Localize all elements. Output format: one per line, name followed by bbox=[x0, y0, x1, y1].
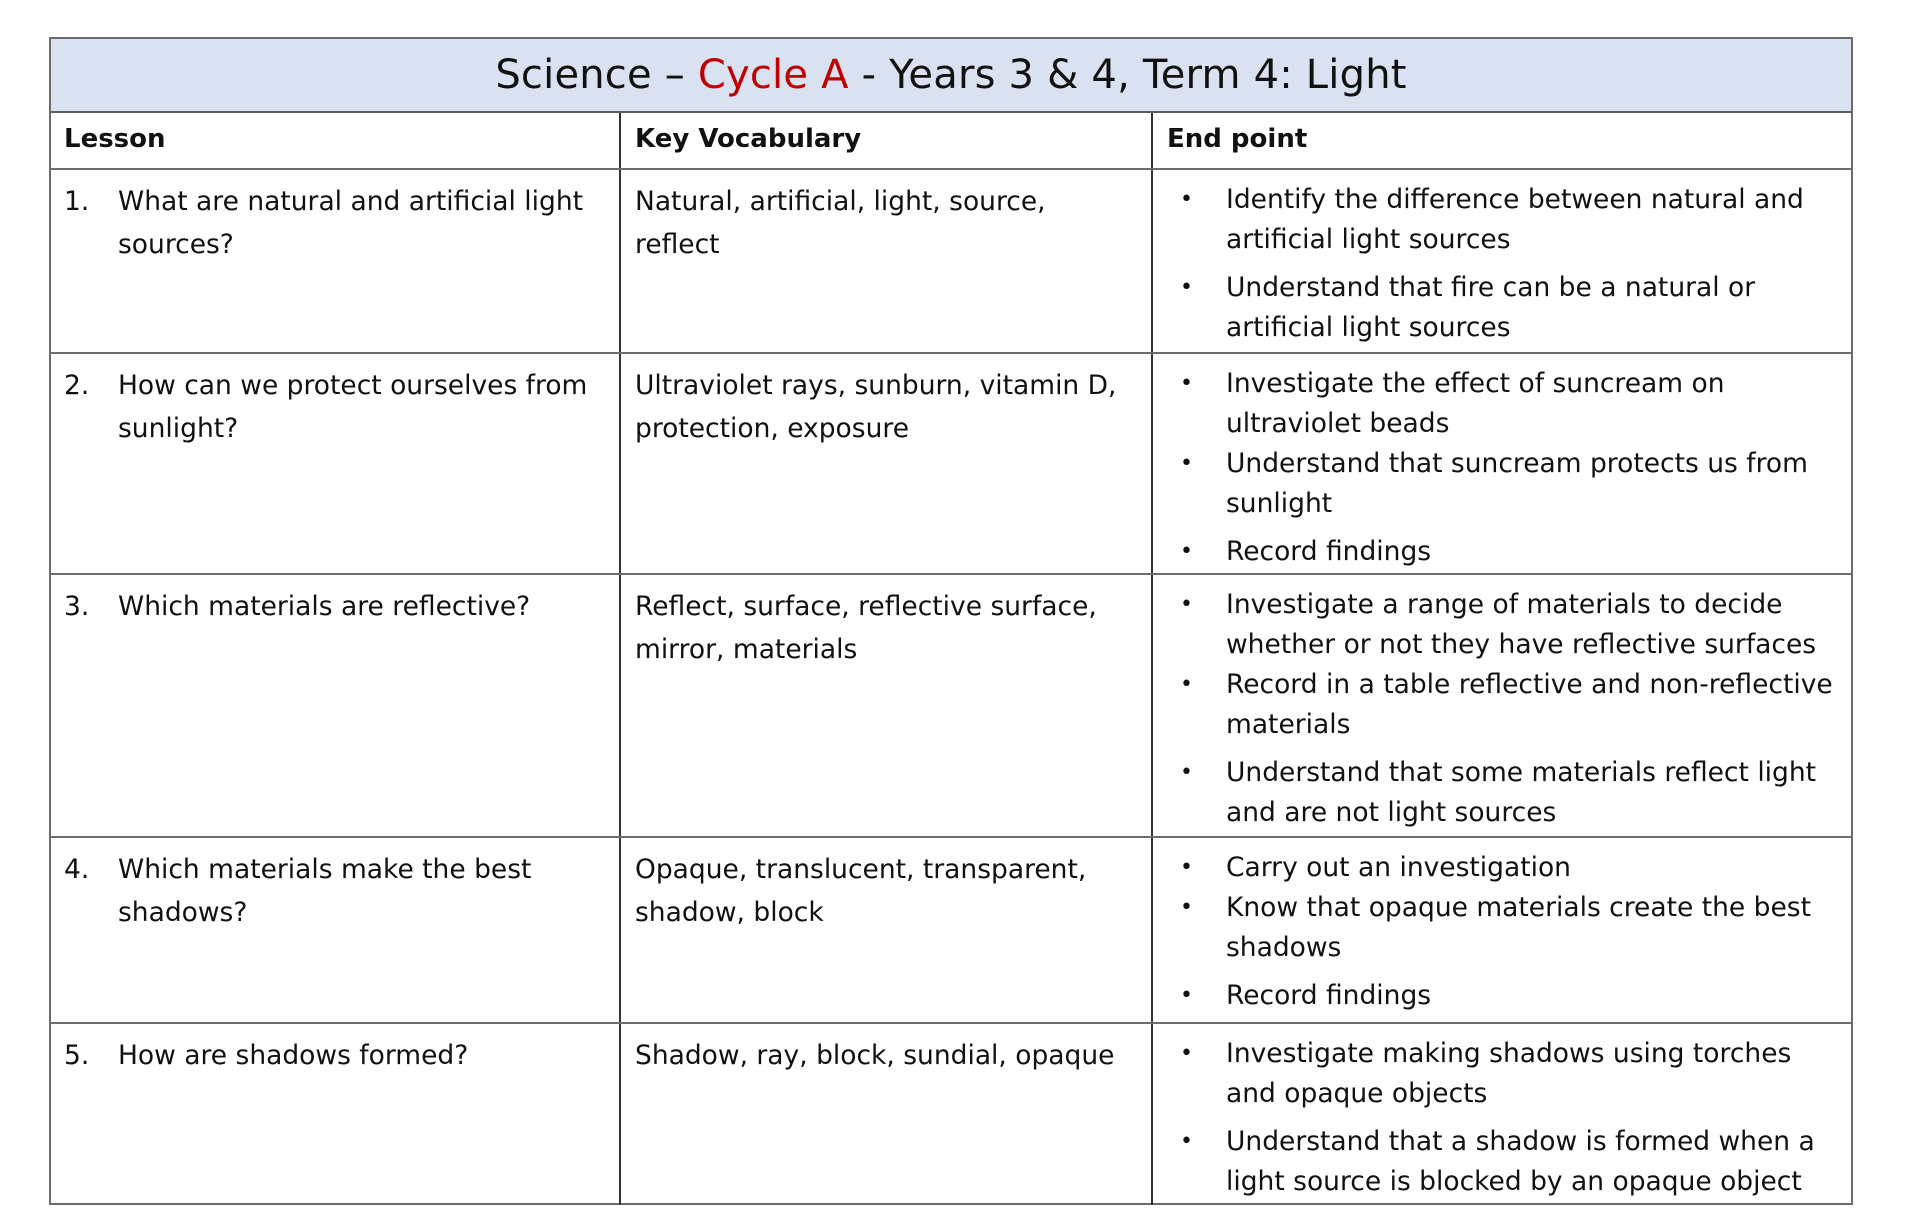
bullet-icon: • bbox=[1180, 187, 1193, 212]
curriculum-table: Science – Cycle A - Years 3 & 4, Term 4:… bbox=[49, 37, 1853, 1205]
endpoint-cell: • Identify the difference between natural… bbox=[1151, 170, 1853, 352]
endpoint-item: • Understand that suncream protects us fr… bbox=[1153, 444, 1843, 524]
bullet-icon: • bbox=[1180, 371, 1193, 396]
endpoint-list: • Identify the difference between natural… bbox=[1153, 170, 1853, 348]
endpoint-item: • Identify the difference between natural… bbox=[1153, 180, 1843, 260]
header-end-point: End point bbox=[1151, 113, 1853, 168]
lesson-number: 3. bbox=[64, 591, 90, 622]
endpoint-item: • Investigate the effect of suncream on u… bbox=[1153, 364, 1843, 444]
bullet-icon: • bbox=[1180, 592, 1193, 617]
endpoint-item: • Record findings bbox=[1153, 976, 1843, 1016]
bullet-icon: • bbox=[1180, 1041, 1193, 1066]
lesson-cell: 5. How are shadows formed? bbox=[51, 1024, 619, 1205]
bullet-icon: • bbox=[1180, 983, 1193, 1008]
table-row: 2. How can we protect ourselves from sun… bbox=[51, 354, 1851, 575]
endpoint-list: • Carry out an investigation • Know that o… bbox=[1153, 838, 1853, 1016]
vocabulary-cell: Shadow, ray, block, sundial, opaque bbox=[619, 1024, 1151, 1205]
endpoint-cell: • Carry out an investigation • Know that o… bbox=[1151, 838, 1853, 1022]
vocabulary-cell: Reflect, surface, reflective surface, mi… bbox=[619, 575, 1151, 836]
endpoint-cell: • Investigate making shadows using torche… bbox=[1151, 1024, 1853, 1205]
lesson-question: Which materials make the best shadows? bbox=[118, 854, 532, 928]
endpoint-list: • Investigate making shadows using torche… bbox=[1153, 1024, 1853, 1202]
bullet-icon: • bbox=[1180, 672, 1193, 697]
endpoint-item: • Know that opaque materials create the b… bbox=[1153, 888, 1843, 968]
lesson-number: 5. bbox=[64, 1040, 90, 1071]
table-row: 1. What are natural and artificial light… bbox=[51, 170, 1851, 354]
endpoint-item: • Carry out an investigation bbox=[1153, 848, 1843, 888]
vocabulary-cell: Opaque, translucent, transparent, shadow… bbox=[619, 838, 1151, 1022]
endpoint-item: • Understand that fire can be a natural o… bbox=[1153, 268, 1843, 348]
bullet-icon: • bbox=[1180, 855, 1193, 880]
endpoint-item: • Understand that a shadow is formed when… bbox=[1153, 1122, 1843, 1202]
bullet-icon: • bbox=[1180, 451, 1193, 476]
lesson-number: 4. bbox=[64, 854, 90, 885]
lesson-cell: 3. Which materials are reflective? bbox=[51, 575, 619, 836]
bullet-icon: • bbox=[1180, 539, 1193, 564]
endpoint-cell: • Investigate a range of materials to dec… bbox=[1151, 575, 1853, 836]
title-cycle-highlight: Cycle A bbox=[697, 52, 849, 98]
endpoint-item: • Record findings bbox=[1153, 532, 1843, 572]
lesson-cell: 4. Which materials make the best shadows… bbox=[51, 838, 619, 1022]
lesson-question: How can we protect ourselves from sunlig… bbox=[118, 370, 588, 444]
endpoint-item: • Investigate a range of materials to dec… bbox=[1153, 585, 1843, 665]
vocabulary-cell: Natural, artificial, light, source, refl… bbox=[619, 170, 1151, 352]
bullet-icon: • bbox=[1180, 275, 1193, 300]
lesson-number: 2. bbox=[64, 370, 90, 401]
bullet-icon: • bbox=[1180, 1129, 1193, 1154]
title-suffix: - Years 3 & 4, Term 4: Light bbox=[861, 52, 1407, 98]
title-prefix: Science – bbox=[495, 52, 685, 98]
lesson-number: 1. bbox=[64, 186, 90, 217]
endpoint-item: • Record in a table reflective and non-re… bbox=[1153, 665, 1843, 745]
table-row: 3. Which materials are reflective? Refle… bbox=[51, 575, 1851, 838]
table-row: 5. How are shadows formed? Shadow, ray, … bbox=[51, 1024, 1851, 1205]
header-key-vocabulary: Key Vocabulary bbox=[619, 113, 1151, 168]
header-lesson: Lesson bbox=[64, 124, 166, 154]
lesson-question: How are shadows formed? bbox=[118, 1040, 469, 1071]
vocabulary-cell: Ultraviolet rays, sunburn, vitamin D, pr… bbox=[619, 354, 1151, 573]
endpoint-item: • Understand that some materials reflect … bbox=[1153, 753, 1843, 833]
endpoint-list: • Investigate a range of materials to dec… bbox=[1153, 575, 1853, 833]
table-title: Science – Cycle A - Years 3 & 4, Term 4:… bbox=[51, 39, 1851, 113]
lesson-question: Which materials are reflective? bbox=[118, 591, 531, 622]
endpoint-list: • Investigate the effect of suncream on u… bbox=[1153, 354, 1853, 572]
lesson-cell: 2. How can we protect ourselves from sun… bbox=[51, 354, 619, 573]
table-row: 4. Which materials make the best shadows… bbox=[51, 838, 1851, 1024]
header-row: Lesson Key Vocabulary End point bbox=[51, 113, 1851, 170]
lesson-cell: 1. What are natural and artificial light… bbox=[51, 170, 619, 352]
endpoint-cell: • Investigate the effect of suncream on u… bbox=[1151, 354, 1853, 573]
bullet-icon: • bbox=[1180, 760, 1193, 785]
bullet-icon: • bbox=[1180, 895, 1193, 920]
lesson-question: What are natural and artificial light so… bbox=[118, 186, 584, 260]
endpoint-item: • Investigate making shadows using torche… bbox=[1153, 1034, 1843, 1114]
